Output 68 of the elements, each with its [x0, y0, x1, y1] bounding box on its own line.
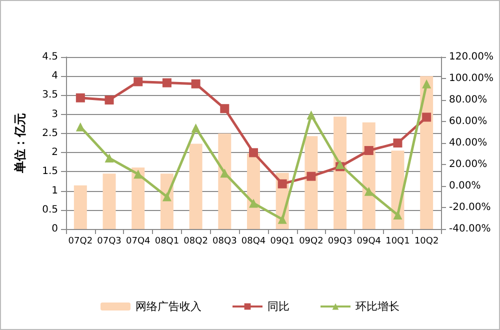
- point: [76, 122, 85, 132]
- x-tick-label: 09Q2: [299, 236, 324, 246]
- y2-tick-label: 60.00%: [449, 116, 488, 127]
- bar: [74, 185, 87, 229]
- point: [104, 96, 114, 104]
- legend-label: 网络广告收入: [136, 300, 202, 313]
- point: [76, 93, 85, 102]
- bar: [334, 116, 347, 229]
- y-tick-label: 4.5: [42, 52, 58, 62]
- y-tick-label: 0.5: [42, 204, 58, 216]
- point: [422, 79, 432, 88]
- bar: [218, 133, 232, 229]
- x-tick-label: 08Q2: [184, 236, 208, 246]
- point: [364, 186, 374, 196]
- bar: [304, 136, 318, 229]
- y2-tick-label: 20.00%: [449, 159, 488, 170]
- y-tick-label: 4: [52, 70, 58, 82]
- y-tick-label: 3.5: [42, 90, 58, 101]
- x-tick-label: 09Q3: [328, 236, 352, 246]
- x-tick-label: 09Q4: [356, 236, 382, 246]
- legend-label: 环比增长: [356, 300, 400, 313]
- bar: [132, 167, 145, 229]
- x-tick-label: 08Q4: [241, 236, 266, 246]
- point: [162, 78, 172, 88]
- point: [134, 77, 143, 86]
- point: [249, 148, 258, 158]
- point: [191, 123, 200, 132]
- point: [162, 192, 172, 202]
- x-tick-label: 08Q3: [212, 236, 237, 246]
- point: [364, 146, 374, 156]
- x-tick-label: 09Q1: [270, 236, 294, 246]
- point: [220, 104, 230, 114]
- y2-tick-label: 120.00%: [449, 52, 494, 62]
- x-tick-label: 07Q2: [68, 236, 93, 246]
- x-tick-label: 10Q1: [386, 236, 410, 246]
- bar: [189, 144, 202, 229]
- point: [336, 160, 345, 169]
- y2-tick-label: 0.00%: [449, 180, 481, 192]
- y2-tick-label: 40.00%: [449, 138, 488, 148]
- y-tick-label: 1: [52, 185, 58, 196]
- y-tick-label: 2.5: [42, 128, 58, 139]
- y2-tick-label: -20.00%: [449, 202, 491, 213]
- x-tick-label: 07Q3: [97, 236, 122, 246]
- point: [191, 79, 200, 88]
- y2-tick-label: 80.00%: [449, 94, 488, 106]
- bar: [102, 174, 116, 229]
- point: [393, 210, 402, 220]
- point: [104, 154, 114, 163]
- point: [306, 172, 316, 181]
- x-tick-label: 10Q2: [414, 236, 439, 246]
- y-tick-label: 1.5: [42, 166, 58, 178]
- point: [249, 198, 258, 208]
- y-axis-title: 单位：亿元: [13, 113, 27, 174]
- legend-label: 同比: [268, 300, 290, 313]
- y2-tick-label: -40.00%: [449, 224, 491, 234]
- point: [134, 170, 143, 179]
- y2-tick-label: 100.00%: [449, 73, 494, 84]
- point: [278, 179, 287, 188]
- point: [278, 214, 287, 224]
- y-tick-label: 0: [52, 224, 58, 234]
- point: [393, 138, 402, 148]
- y-tick-label: 2: [52, 147, 58, 158]
- y-tick-label: 3: [52, 108, 58, 120]
- x-tick-label: 07Q4: [126, 236, 151, 246]
- x-tick-label: 08Q1: [154, 236, 180, 246]
- point: [306, 110, 316, 120]
- bar: [420, 76, 434, 229]
- point: [422, 112, 432, 122]
